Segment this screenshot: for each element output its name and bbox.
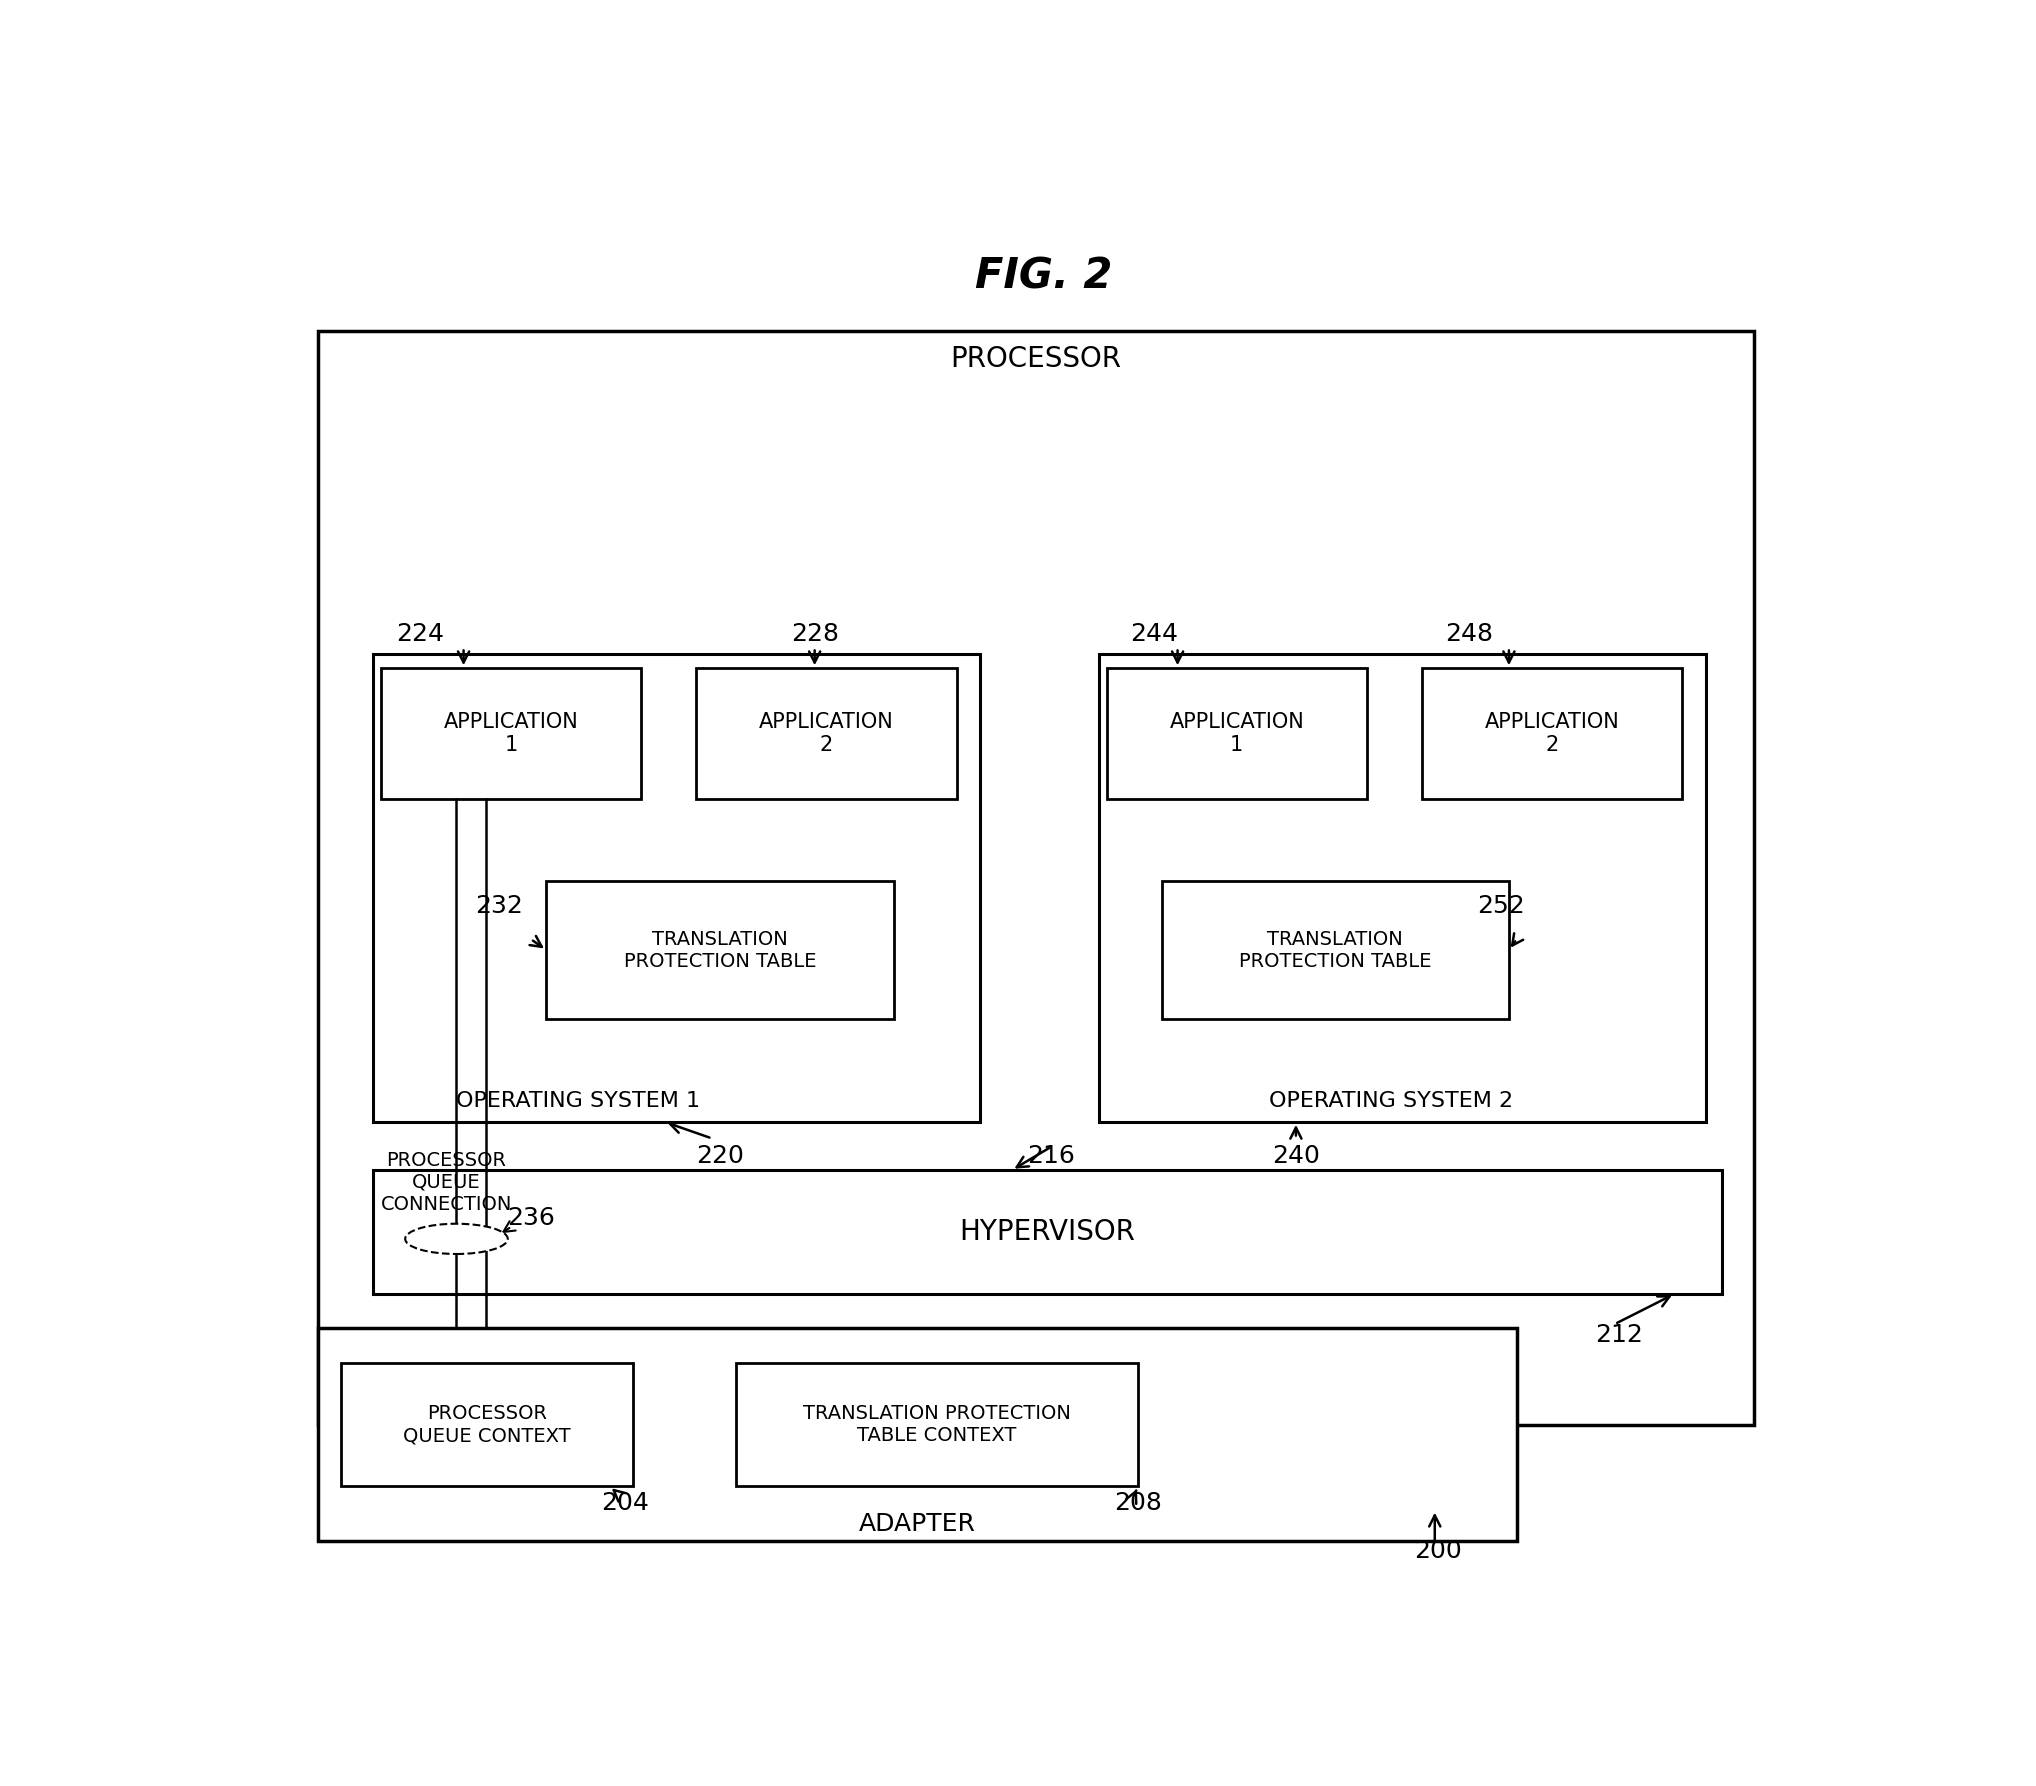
Text: 228: 228 [790, 622, 839, 647]
Text: APPLICATION
2: APPLICATION 2 [759, 713, 894, 755]
Text: 232: 232 [474, 895, 523, 918]
Bar [318, 1329, 1517, 1541]
Bar [546, 880, 894, 1018]
Text: OPERATING SYSTEM 1: OPERATING SYSTEM 1 [456, 1091, 700, 1111]
Text: 216: 216 [1028, 1145, 1075, 1168]
Bar [373, 654, 981, 1122]
Text: PROCESSOR
QUEUE
CONNECTION: PROCESSOR QUEUE CONNECTION [381, 1150, 513, 1214]
Text: 244: 244 [1130, 622, 1179, 647]
Text: TRANSLATION
PROTECTION TABLE: TRANSLATION PROTECTION TABLE [1240, 929, 1431, 970]
Text: PROCESSOR: PROCESSOR [951, 345, 1122, 373]
Text: 200: 200 [1415, 1540, 1462, 1563]
Text: ADAPTER: ADAPTER [859, 1511, 975, 1536]
Text: 220: 220 [696, 1145, 743, 1168]
Ellipse shape [405, 1223, 507, 1254]
Bar [735, 1363, 1138, 1486]
Text: APPLICATION
2: APPLICATION 2 [1484, 713, 1621, 755]
Text: 204: 204 [601, 1491, 649, 1515]
Text: TRANSLATION
PROTECTION TABLE: TRANSLATION PROTECTION TABLE [623, 929, 816, 970]
Text: HYPERVISOR: HYPERVISOR [959, 1218, 1136, 1247]
Text: 212: 212 [1596, 1323, 1643, 1347]
Text: 224: 224 [397, 622, 444, 647]
Text: 208: 208 [1114, 1491, 1163, 1515]
Text: APPLICATION
1: APPLICATION 1 [444, 713, 578, 755]
Text: APPLICATION
1: APPLICATION 1 [1169, 713, 1305, 755]
Text: TRANSLATION PROTECTION
TABLE CONTEXT: TRANSLATION PROTECTION TABLE CONTEXT [802, 1404, 1071, 1445]
Text: 240: 240 [1272, 1145, 1319, 1168]
Text: 236: 236 [507, 1206, 554, 1231]
Bar [1421, 668, 1682, 798]
Bar [696, 668, 957, 798]
Bar [318, 330, 1753, 1425]
Bar [1108, 668, 1366, 798]
Text: PROCESSOR
QUEUE CONTEXT: PROCESSOR QUEUE CONTEXT [403, 1404, 570, 1445]
Text: FIG. 2: FIG. 2 [975, 255, 1112, 296]
Text: OPERATING SYSTEM 2: OPERATING SYSTEM 2 [1268, 1091, 1513, 1111]
Bar [342, 1363, 633, 1486]
Bar [1099, 654, 1706, 1122]
Bar [381, 668, 641, 798]
Text: 248: 248 [1446, 622, 1494, 647]
Bar [373, 1170, 1722, 1293]
Text: 252: 252 [1478, 895, 1525, 918]
Bar [1163, 880, 1509, 1018]
